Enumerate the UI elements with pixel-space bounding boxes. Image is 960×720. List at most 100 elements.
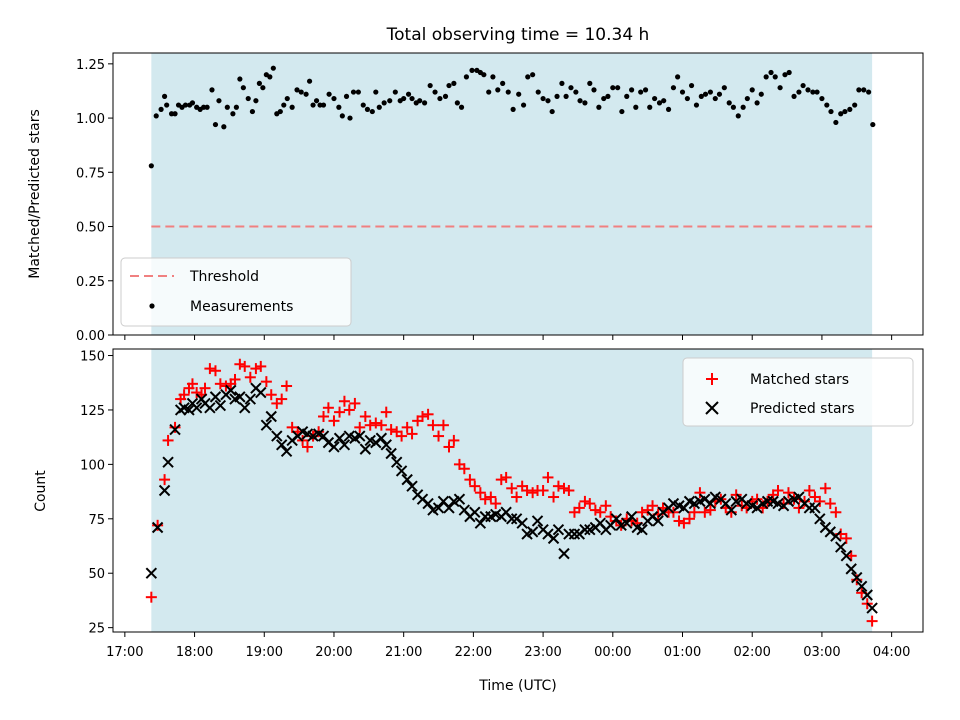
measurement-point	[303, 91, 309, 97]
ratio-points	[148, 65, 876, 169]
y-tick-label: 75	[88, 513, 105, 528]
matched-point	[851, 574, 863, 586]
measurement-point	[240, 85, 246, 91]
matched-point	[840, 532, 852, 544]
predicted-point	[158, 484, 171, 497]
predicted-point	[814, 513, 826, 525]
x-axis-label: Time (UTC)	[478, 678, 556, 694]
measurement-point	[563, 93, 569, 99]
predicted-point	[354, 430, 366, 442]
matched-point	[678, 517, 690, 529]
y-tick-label: 0.50	[76, 221, 105, 236]
predicted-point	[204, 402, 216, 414]
x-tick-label: 03:00	[803, 645, 840, 660]
measurement-point	[148, 163, 154, 169]
measurement-point	[535, 89, 541, 95]
measurement-point	[652, 95, 658, 102]
matched-point	[725, 506, 737, 518]
measurement-point	[684, 95, 690, 102]
measurement-point	[642, 87, 649, 93]
predicted-point	[190, 402, 203, 414]
matched-point	[511, 491, 523, 503]
matched-point	[244, 371, 256, 383]
measurement-point	[495, 87, 501, 93]
matched-point	[354, 421, 366, 433]
y-tick-label: 100	[80, 458, 105, 473]
y-tick-label: 0.00	[76, 329, 105, 344]
measurement-point	[284, 95, 290, 102]
matched-point	[542, 471, 554, 483]
measurement-point	[516, 91, 522, 97]
measurement-point	[373, 89, 379, 95]
measurement-point	[814, 89, 820, 95]
matched-point	[178, 389, 190, 401]
measurement-point	[463, 74, 470, 80]
predicted-point	[328, 441, 340, 453]
matched-point	[589, 504, 601, 516]
measurement-point	[224, 104, 230, 110]
matched-point	[265, 389, 277, 401]
measurement-point	[253, 98, 259, 104]
ratio-legend-box	[120, 257, 352, 327]
predicted-point	[317, 430, 330, 442]
matched-point	[683, 513, 695, 525]
legend-measurements-label: Measurements	[190, 299, 293, 315]
ratio-legend: Threshold Measurements	[120, 257, 352, 327]
measurement-point	[716, 91, 723, 97]
matched-point	[152, 519, 164, 531]
measurement-point	[624, 93, 630, 99]
x-tick-label: 21:00	[385, 645, 422, 660]
matched-point	[334, 406, 346, 418]
measurement-point	[260, 85, 266, 91]
predicted-point	[840, 550, 853, 562]
measurement-point	[615, 85, 621, 91]
matched-point	[506, 482, 518, 494]
matched-point	[239, 360, 251, 372]
measurement-point	[237, 76, 243, 82]
predicted-point	[225, 384, 237, 397]
measurement-point	[164, 102, 170, 108]
measurement-point	[605, 93, 611, 99]
count-legend-box	[682, 357, 914, 427]
measurement-point	[591, 87, 597, 93]
y-tick-label: 1.00	[76, 112, 105, 127]
x-tick-label: 02:00	[733, 645, 770, 660]
measurement-point	[486, 89, 492, 95]
measurement-point	[726, 100, 732, 106]
predicted-point	[214, 399, 227, 412]
matched-point	[824, 498, 836, 510]
matched-point	[406, 428, 418, 440]
measurement-point	[554, 93, 560, 99]
matched-point	[537, 485, 549, 496]
predicted-point	[652, 515, 664, 527]
predicted-point	[338, 439, 351, 451]
matched-point	[433, 430, 445, 442]
predicted-point	[851, 571, 863, 584]
matched-point	[234, 358, 246, 370]
x-tick-label: 01:00	[664, 645, 701, 660]
matched-point	[401, 421, 413, 433]
predicted-point	[636, 523, 648, 536]
matched-point	[229, 373, 241, 385]
predicted-point	[835, 541, 847, 553]
measurement-point	[355, 89, 361, 95]
matched-point	[443, 441, 455, 453]
predicted-point	[474, 517, 487, 529]
predicted-point	[558, 547, 570, 560]
x-tick-label: 20:00	[315, 645, 352, 660]
measurement-point	[842, 108, 848, 115]
measurement-point	[656, 100, 663, 106]
measurement-point	[350, 89, 357, 95]
count-x-axis: 17:00 18:00 19:00 20:00 21:00 22:00 23:00 00:00…	[106, 632, 910, 660]
measurement-point	[763, 74, 769, 80]
measurement-point	[245, 95, 251, 102]
matched-point	[552, 480, 564, 492]
predicted-point	[162, 456, 174, 468]
ratio-panel: 0.00 0.25 0.50 0.75 1.00 1.25 Matched/Predict…	[27, 52, 924, 344]
measurement-point	[249, 108, 256, 115]
measurement-point	[688, 82, 695, 89]
measurement-point	[824, 102, 830, 108]
measurement-point	[638, 89, 644, 95]
measurement-point	[791, 93, 797, 99]
measurement-point	[530, 72, 536, 78]
